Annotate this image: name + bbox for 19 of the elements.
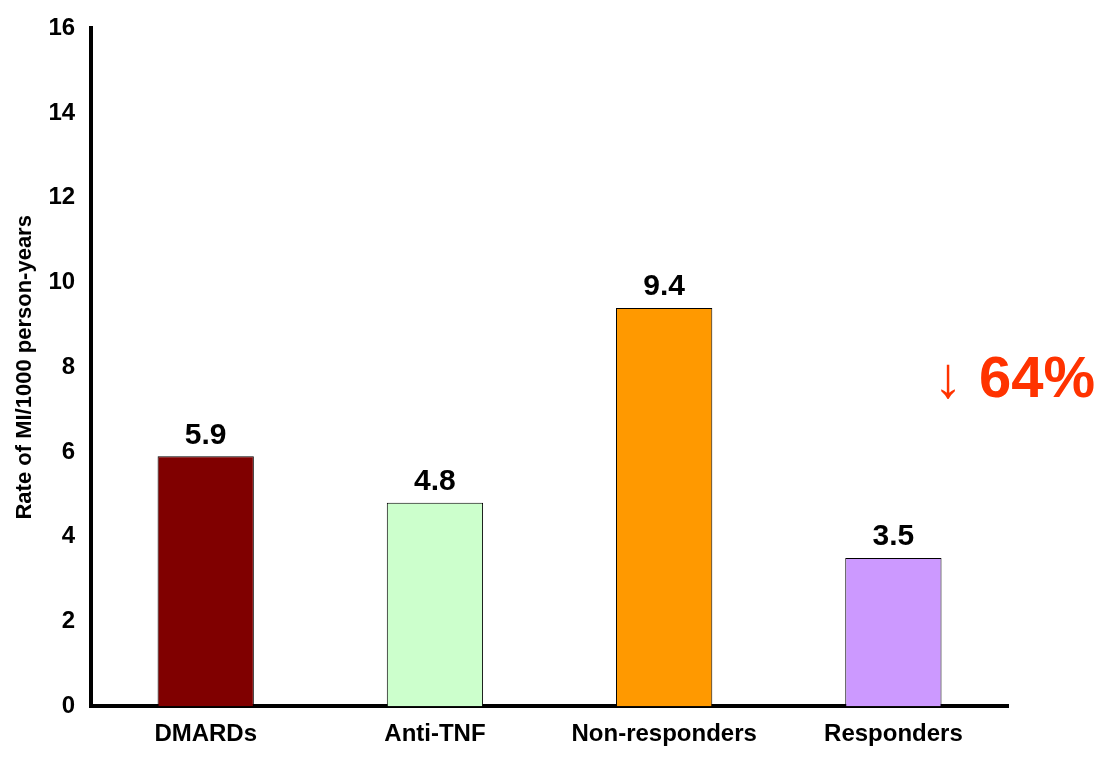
y-tick-label: 14 (48, 97, 76, 125)
x-tick-label: Responders (824, 719, 963, 747)
x-tick-label: Non-responders (571, 719, 757, 747)
x-tick-label: DMARDs (154, 719, 258, 747)
y-tick-label: 4 (61, 521, 76, 549)
y-tick-label: 12 (48, 182, 76, 210)
y-tick-label: 2 (61, 606, 76, 634)
data-label: 4.8 (414, 463, 456, 497)
y-axis-title: Rate of MI/1000 person-years (11, 215, 37, 520)
y-tick-label: 0 (61, 690, 76, 718)
y-tick-label: 8 (61, 351, 76, 379)
data-label: 9.4 (643, 268, 686, 302)
annotation: ↓ 64% (933, 343, 1095, 409)
y-tick-label: 16 (48, 13, 76, 41)
data-label: 5.9 (184, 416, 227, 450)
x-tick-label: Anti-TNF (384, 719, 486, 747)
y-tick-label: 6 (61, 436, 76, 464)
data-label: 3.5 (872, 518, 915, 552)
y-tick-label: 10 (48, 267, 76, 295)
